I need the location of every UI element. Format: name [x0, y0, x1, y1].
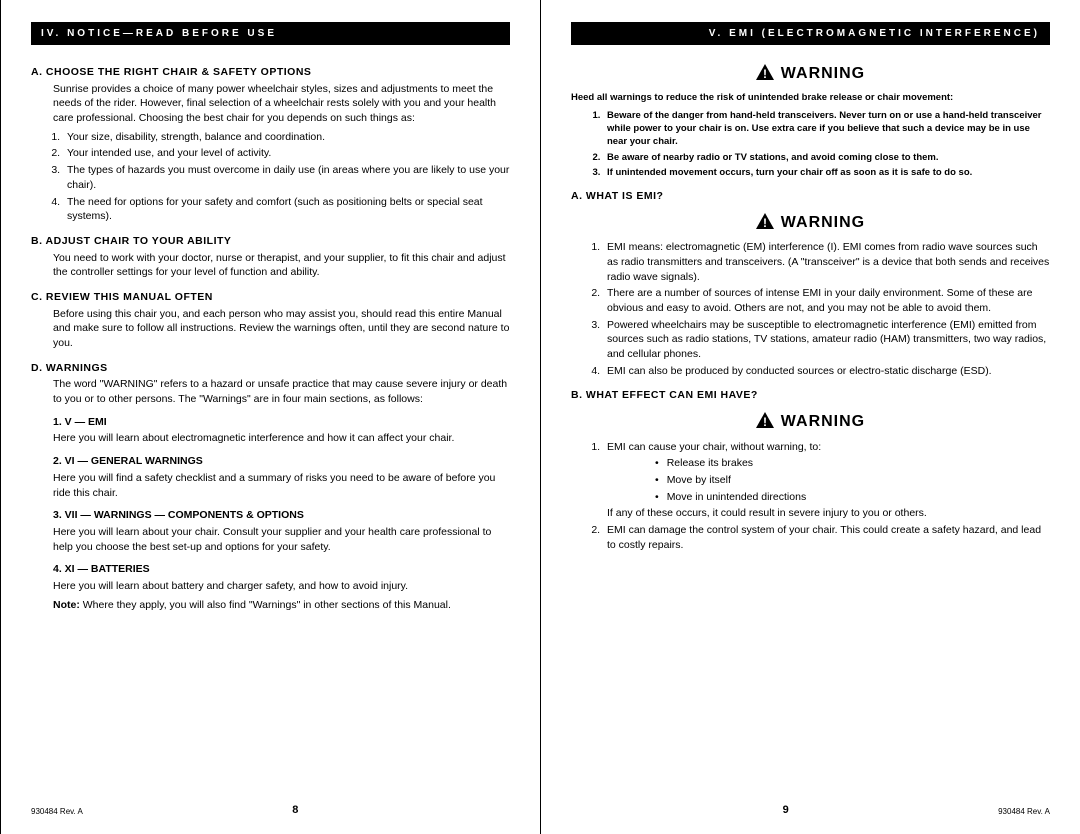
list-item: EMI can cause your chair, without warnin…: [603, 440, 1050, 521]
list-item: EMI means: electromagnetic (EM) interfer…: [603, 240, 1050, 284]
sec-a-para: Sunrise provides a choice of many power …: [53, 82, 510, 126]
sec-d-title: D. WARNINGS: [31, 361, 510, 376]
footer-right: 9 930484 Rev. A: [571, 794, 1050, 816]
content-right: ! WARNING Heed all warnings to reduce th…: [571, 45, 1050, 794]
footer-page-num: 9: [783, 804, 789, 816]
sec-a-title: A. CHOOSE THE RIGHT CHAIR & SAFETY OPTIO…: [31, 65, 510, 80]
warning-block-3: ! WARNING: [571, 411, 1050, 433]
header-bar-right: V. EMI (ELECTROMAGNETIC INTERFERENCE): [571, 22, 1050, 45]
sec-b-title: B. ADJUST CHAIR TO YOUR ABILITY: [31, 234, 510, 249]
rb-li1-tail: If any of these occurs, it could result …: [607, 507, 927, 519]
sec-rb-list: EMI can cause your chair, without warnin…: [571, 440, 1050, 553]
content-left: A. CHOOSE THE RIGHT CHAIR & SAFETY OPTIO…: [31, 45, 510, 794]
sec-b-para: You need to work with your doctor, nurse…: [53, 251, 510, 280]
page-left: IV. NOTICE—READ BEFORE USE A. CHOOSE THE…: [0, 0, 540, 834]
sub-d4-title: 4. XI — BATTERIES: [53, 562, 510, 577]
list-item: Powered wheelchairs may be susceptible t…: [603, 318, 1050, 362]
sec-ra-list: EMI means: electromagnetic (EM) interfer…: [571, 240, 1050, 378]
header-bar-left: IV. NOTICE—READ BEFORE USE: [31, 22, 510, 45]
footer-rev: 930484 Rev. A: [31, 807, 83, 816]
note-label: Note:: [53, 599, 80, 611]
sub-d3-title: 3. VII — WARNINGS — COMPONENTS & OPTIONS: [53, 508, 510, 523]
footer-spacer: [508, 807, 510, 816]
list-item: Your size, disability, strength, balance…: [63, 130, 510, 145]
warning-label: WARNING: [781, 411, 865, 433]
sec-c-title: C. REVIEW THIS MANUAL OFTEN: [31, 290, 510, 305]
list-item: Release its brakes: [651, 456, 1050, 471]
sec-c-para: Before using this chair you, and each pe…: [53, 307, 510, 351]
sec-a-list: Your size, disability, strength, balance…: [31, 130, 510, 224]
sub-d2-para: Here you will find a safety checklist an…: [53, 471, 510, 500]
warning-triangle-icon: !: [756, 412, 774, 433]
page-right: V. EMI (ELECTROMAGNETIC INTERFERENCE) ! …: [540, 0, 1080, 834]
note-line: Note: Where they apply, you will also fi…: [53, 598, 510, 613]
list-item: EMI can also be produced by conducted so…: [603, 364, 1050, 379]
sub-d1-title: 1. V — EMI: [53, 415, 510, 430]
sub-d4-para: Here you will learn about battery and ch…: [53, 579, 510, 594]
list-item: Be aware of nearby radio or TV stations,…: [603, 151, 1050, 164]
sec-d-para: The word "WARNING" refers to a hazard or…: [53, 377, 510, 406]
warning-label: WARNING: [781, 212, 865, 234]
svg-text:!: !: [763, 216, 767, 229]
sub-d2-title: 2. VI — GENERAL WARNINGS: [53, 454, 510, 469]
list-item: Beware of the danger from hand-held tran…: [603, 109, 1050, 149]
list-item: EMI can damage the control system of you…: [603, 523, 1050, 552]
note-text: Where they apply, you will also find "Wa…: [80, 599, 451, 611]
warning-triangle-icon: !: [756, 213, 774, 234]
warning-block-1: ! WARNING: [571, 63, 1050, 85]
bullet-list: Release its brakes Move by itself Move i…: [651, 456, 1050, 504]
warning-triangle-icon: !: [756, 64, 774, 85]
list-item: Your intended use, and your level of act…: [63, 146, 510, 161]
warning-label: WARNING: [781, 63, 865, 85]
rb-li1-lead: EMI can cause your chair, without warnin…: [607, 441, 821, 453]
sec-ra-title: A. WHAT IS EMI?: [571, 189, 1050, 204]
list-item: Move by itself: [651, 473, 1050, 488]
footer-left: 930484 Rev. A 8: [31, 794, 510, 816]
sec-rb-title: B. WHAT EFFECT CAN EMI HAVE?: [571, 388, 1050, 403]
sub-d3-para: Here you will learn about your chair. Co…: [53, 525, 510, 554]
heed-list: Beware of the danger from hand-held tran…: [571, 109, 1050, 179]
heed-text: Heed all warnings to reduce the risk of …: [571, 91, 1050, 104]
list-item: If unintended movement occurs, turn your…: [603, 166, 1050, 179]
list-item: The need for options for your safety and…: [63, 195, 510, 224]
list-item: There are a number of sources of intense…: [603, 286, 1050, 315]
footer-spacer: [571, 807, 573, 816]
list-item: The types of hazards you must overcome i…: [63, 163, 510, 192]
svg-text:!: !: [763, 67, 767, 80]
footer-page-num: 8: [292, 804, 298, 816]
footer-rev: 930484 Rev. A: [998, 807, 1050, 816]
sub-d1-para: Here you will learn about electromagneti…: [53, 431, 510, 446]
list-item: Move in unintended directions: [651, 490, 1050, 505]
svg-text:!: !: [763, 415, 767, 428]
warning-block-2: ! WARNING: [571, 212, 1050, 234]
